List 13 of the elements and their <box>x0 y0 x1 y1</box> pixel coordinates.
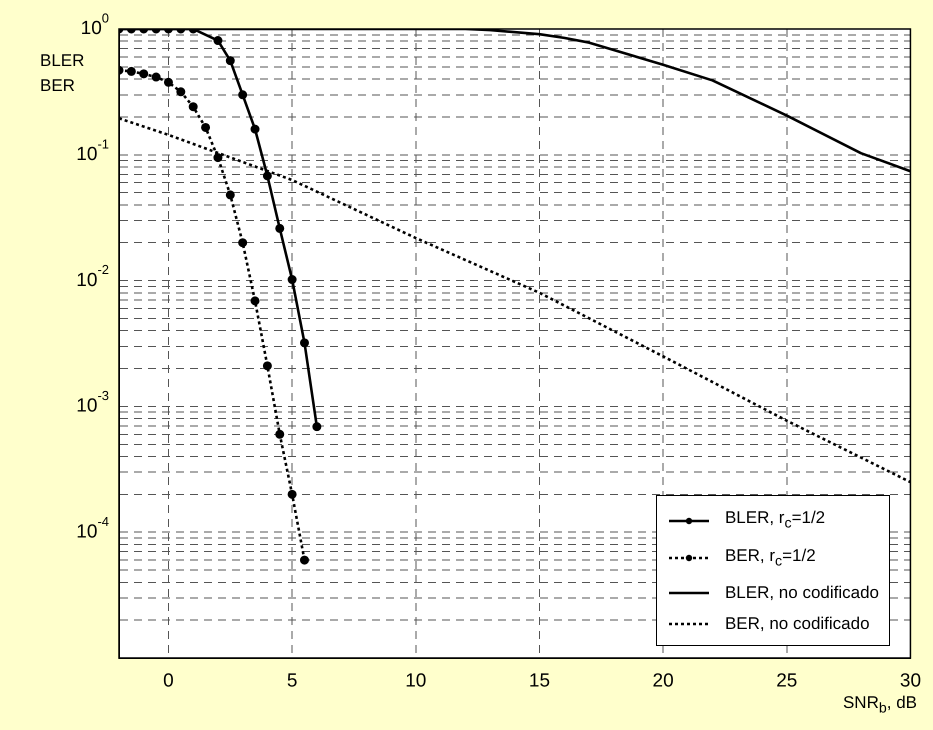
legend-label: BLER, r$_{c}$=1/2 <box>724 507 826 534</box>
x-tick-label: 10 <box>405 670 426 692</box>
x-tick-label: 0 <box>163 670 174 692</box>
x-tick-label: 25 <box>776 670 798 692</box>
x-tick-label: 15 <box>528 670 550 692</box>
x-tick-label: 30 <box>900 670 922 692</box>
legend-label: BER, no codificado <box>724 613 870 635</box>
legend-label: BLER, no codificado <box>724 582 879 604</box>
legend-label: BER, r$_{c}$=1/2 <box>724 544 816 571</box>
x-axis-title: SNR$_{b}$, dB <box>842 692 917 718</box>
y-axis-title: BLER BER <box>40 50 84 97</box>
x-tick-label: 20 <box>652 670 674 692</box>
x-tick-label: 5 <box>286 670 298 692</box>
